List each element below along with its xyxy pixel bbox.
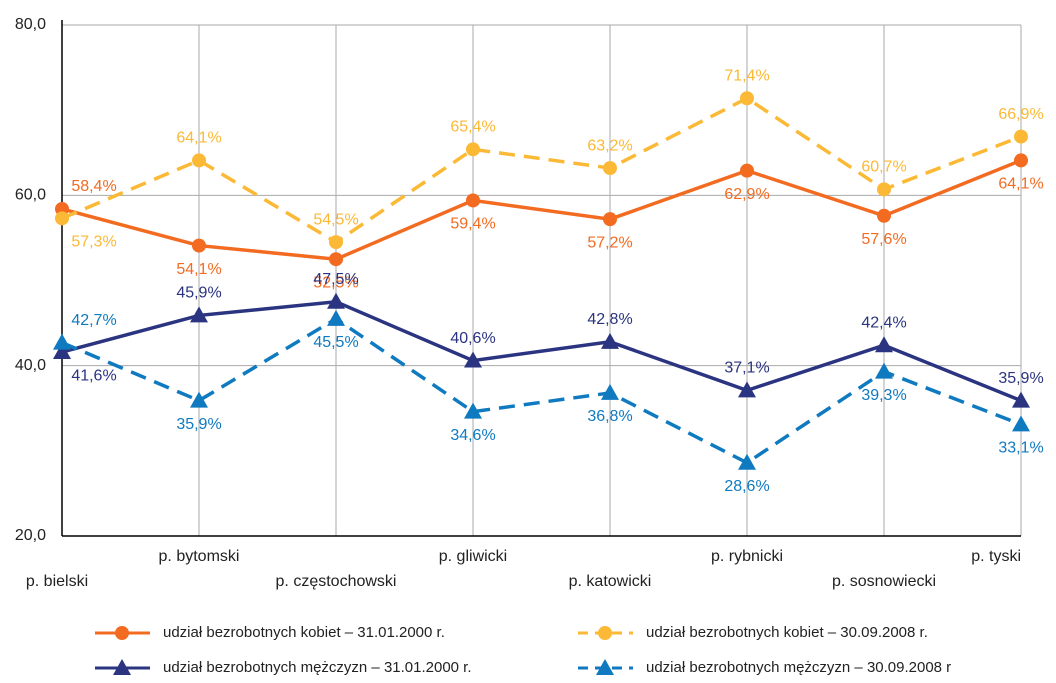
data-point	[877, 182, 891, 197]
legend-marker	[113, 659, 131, 675]
data-point	[190, 306, 208, 323]
legend-label: udział bezrobotnych kobiet – 30.09.2008 …	[646, 624, 928, 641]
data-label: 57,2%	[587, 234, 632, 251]
data-point	[875, 362, 893, 379]
data-label: 64,1%	[176, 130, 221, 147]
data-label: 42,7%	[71, 312, 116, 329]
data-point	[464, 402, 482, 419]
data-label: 45,9%	[176, 285, 221, 302]
data-point	[329, 252, 343, 267]
data-label: 59,4%	[450, 216, 495, 233]
legend-label: udział bezrobotnych mężczyzn – 30.09.200…	[646, 659, 951, 676]
data-point	[603, 212, 617, 227]
data-point	[53, 343, 71, 360]
x-tick-label: p. tyski	[971, 548, 1021, 565]
y-tick-label: 40,0	[15, 357, 46, 374]
x-tick-label: p. częstochowski	[276, 573, 397, 590]
x-tick-label: p. bytomski	[159, 548, 240, 565]
data-point	[192, 153, 206, 168]
series-line	[61, 316, 1022, 465]
data-label: 60,7%	[861, 159, 906, 176]
data-label: 35,9%	[176, 416, 221, 433]
data-point	[601, 383, 619, 400]
data-label: 57,6%	[861, 231, 906, 248]
data-point	[329, 235, 343, 250]
data-label: 34,6%	[450, 427, 495, 444]
legend-marker	[115, 626, 129, 640]
data-point	[601, 332, 619, 349]
data-point	[740, 91, 754, 106]
data-point	[738, 381, 756, 398]
data-point	[740, 163, 754, 178]
data-label: 65,4%	[450, 119, 495, 136]
data-point	[875, 336, 893, 353]
legend-marker	[596, 659, 614, 675]
data-label: 42,4%	[861, 314, 906, 331]
data-label: 42,8%	[587, 311, 632, 328]
data-point	[192, 238, 206, 253]
data-label: 52,5%	[313, 274, 358, 291]
data-label: 45,5%	[313, 334, 358, 351]
data-label: 36,8%	[587, 408, 632, 425]
y-tick-label: 60,0	[15, 187, 46, 204]
series-line	[61, 158, 1022, 261]
data-label: 63,2%	[587, 137, 632, 154]
data-point	[190, 391, 208, 408]
x-tick-label: p. rybnicki	[711, 548, 783, 565]
data-label: 47,5%	[313, 271, 358, 288]
data-label: 37,1%	[724, 360, 769, 377]
y-tick-label: 20,0	[15, 527, 46, 544]
data-point	[1012, 391, 1030, 408]
legend-marker	[598, 626, 612, 640]
data-label: 62,9%	[724, 186, 769, 203]
data-label: 66,9%	[998, 106, 1043, 123]
data-label: 33,1%	[998, 440, 1043, 457]
data-label: 54,5%	[313, 211, 358, 228]
legend-label: udział bezrobotnych mężczyzn – 31.01.200…	[163, 659, 472, 676]
data-label: 57,3%	[71, 234, 116, 251]
data-point	[1014, 129, 1028, 144]
data-point	[603, 161, 617, 176]
series-line	[61, 300, 1022, 403]
x-tick-label: p. sosnowiecki	[832, 573, 936, 590]
data-point	[327, 309, 345, 326]
x-tick-label: p. bielski	[26, 573, 88, 590]
data-label: 58,4%	[71, 178, 116, 195]
data-label: 54,1%	[176, 261, 221, 278]
data-point	[466, 142, 480, 157]
series-line	[61, 96, 1022, 245]
data-label: 40,6%	[450, 330, 495, 347]
data-point	[327, 292, 345, 309]
data-point	[55, 211, 69, 226]
data-point	[53, 333, 71, 350]
legend-label: udział bezrobotnych kobiet – 31.01.2000 …	[163, 624, 445, 641]
x-tick-label: p. katowicki	[569, 573, 652, 590]
data-label: 28,6%	[724, 478, 769, 495]
data-point	[1014, 153, 1028, 168]
data-label: 41,6%	[71, 367, 116, 384]
data-point	[738, 453, 756, 470]
data-point	[1012, 415, 1030, 432]
data-point	[466, 193, 480, 208]
x-tick-label: p. gliwicki	[439, 548, 507, 565]
data-label: 39,3%	[861, 387, 906, 404]
data-label: 35,9%	[998, 370, 1043, 387]
y-tick-label: 80,0	[15, 16, 46, 33]
data-label: 71,4%	[724, 67, 769, 84]
data-point	[464, 351, 482, 368]
data-label: 64,1%	[998, 176, 1043, 193]
data-point	[877, 208, 891, 223]
